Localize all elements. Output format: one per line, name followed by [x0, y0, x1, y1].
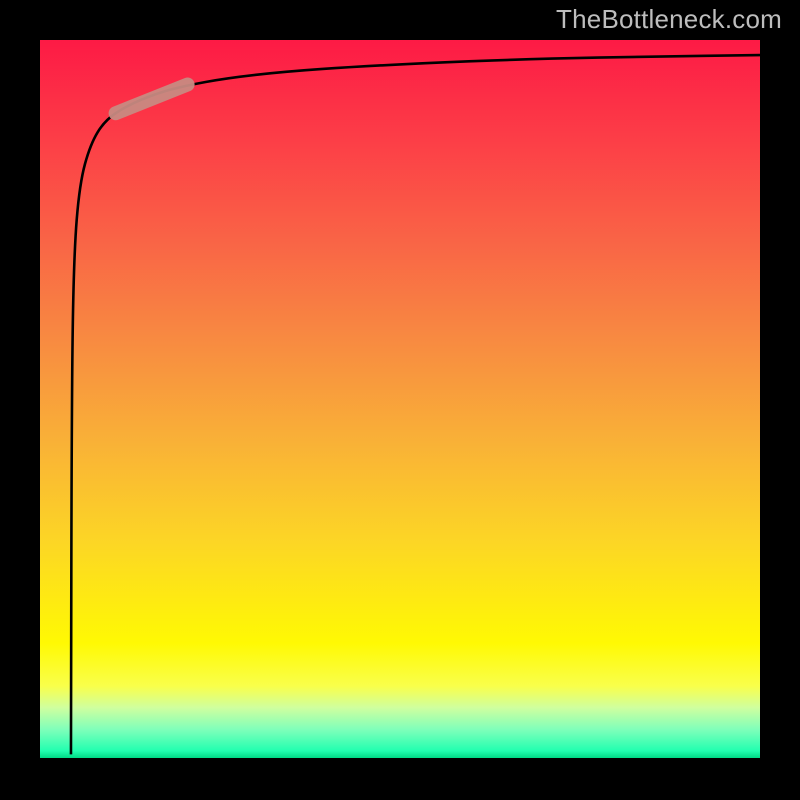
watermark-text: TheBottleneck.com: [556, 4, 782, 35]
chart-frame: TheBottleneck.com: [0, 0, 800, 800]
curve-svg-layer: [0, 0, 800, 800]
curve-group: [71, 55, 760, 754]
bottleneck-curve: [71, 55, 760, 754]
highlight-segment: [116, 85, 188, 114]
